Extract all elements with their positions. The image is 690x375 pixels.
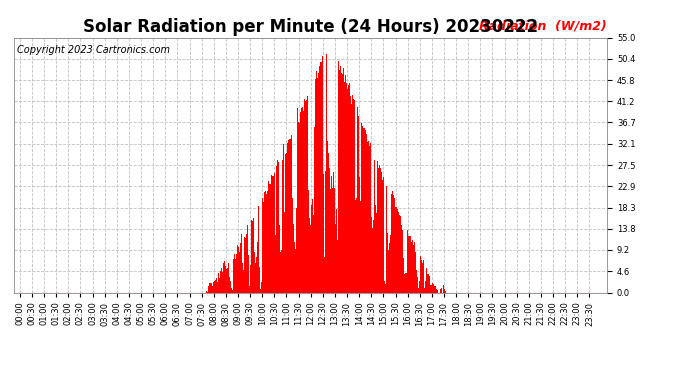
Text: Radiation  (W/m2): Radiation (W/m2) xyxy=(480,20,607,32)
Title: Solar Radiation per Minute (24 Hours) 20230222: Solar Radiation per Minute (24 Hours) 20… xyxy=(83,18,538,36)
Text: Copyright 2023 Cartronics.com: Copyright 2023 Cartronics.com xyxy=(17,45,170,55)
